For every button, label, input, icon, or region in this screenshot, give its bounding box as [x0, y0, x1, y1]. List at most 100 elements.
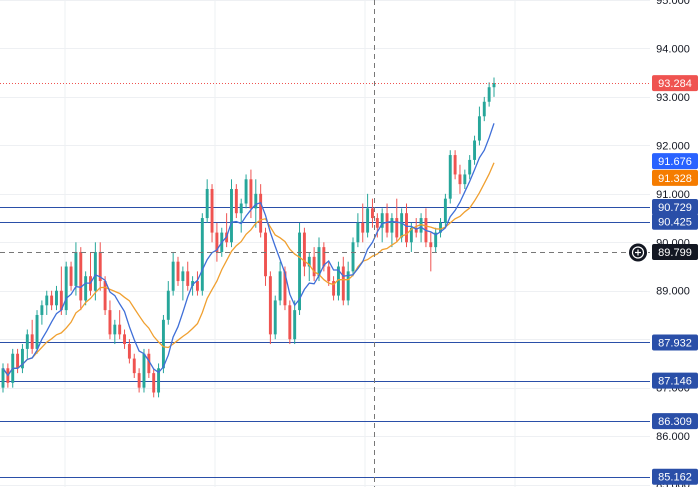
candle-body-12: [59, 290, 63, 311]
candle-body-40: [195, 281, 199, 291]
candle-body-32: [157, 368, 161, 393]
candle-body-24: [118, 324, 122, 335]
candle-body-71: [346, 271, 350, 301]
candle-body-59: [288, 305, 292, 340]
candle-body-10: [50, 295, 54, 306]
candle-body-9: [45, 295, 49, 306]
candle-body-81: [395, 218, 399, 238]
candle-body-3: [16, 353, 20, 369]
y-tick-label-3: 92.000: [656, 140, 690, 152]
candle-body-79: [385, 213, 389, 233]
candle-body-22: [108, 310, 112, 335]
crosshair-plus-icon[interactable]: [629, 243, 647, 262]
candle-body-78: [380, 213, 384, 228]
candle-body-74: [361, 222, 365, 233]
candle-body-58: [283, 271, 287, 306]
candle-body-42: [205, 188, 209, 219]
candle-body-98: [477, 116, 481, 141]
candle-body-0: [1, 368, 5, 388]
candle-body-37: [181, 271, 185, 282]
candle-body-25: [123, 334, 126, 345]
candle-body-7: [35, 314, 39, 349]
candle-body-4: [20, 348, 24, 369]
candle-body-14: [69, 266, 73, 286]
candle-body-51: [249, 179, 253, 209]
candle-body-55: [268, 276, 272, 335]
candle-body-92: [448, 155, 452, 199]
candle-body-33: [161, 319, 165, 369]
level-tag-3-label: 87.146: [658, 376, 692, 388]
level-tag-0-label: 90.729: [658, 202, 692, 214]
candle-body-97: [473, 140, 477, 160]
candle-body-84: [409, 227, 413, 243]
candle-body-89: [434, 232, 438, 248]
moving-averages: [2, 123, 495, 377]
candle-body-8: [40, 305, 44, 315]
level-tag-4-label: 86.309: [658, 416, 692, 428]
candle-body-30: [147, 353, 151, 374]
candle-body-34: [166, 290, 170, 320]
slow-ma-line: [2, 162, 495, 377]
candle-body-35: [171, 261, 175, 291]
candle-body-94: [458, 174, 462, 185]
candle-body-13: [64, 266, 68, 311]
candle-body-19: [93, 251, 97, 291]
candle-body-16: [79, 251, 83, 301]
candle-body-54: [264, 232, 267, 277]
candle-body-53: [259, 193, 263, 233]
y-tick-label-6: 89.000: [656, 286, 690, 298]
candle-body-77: [375, 218, 379, 228]
candle-body-31: [152, 373, 156, 393]
price-tags: 90.729 90.425 87.932 87.146 86.309 85.162 93.2…: [652, 75, 698, 485]
candle-body-39: [191, 281, 195, 286]
level-tag-3-box: [652, 372, 698, 389]
y-tick-label-4: 91.000: [656, 189, 690, 201]
candle-body-11: [55, 290, 58, 306]
candle-body-29: [142, 353, 146, 388]
candle-body-20: [98, 251, 102, 282]
fast-ma-line: [2, 123, 495, 377]
candle-body-91: [443, 198, 447, 223]
candle-body-100: [487, 87, 491, 102]
candle-body-44: [215, 232, 219, 252]
y-tick-label-9: 86.000: [656, 431, 690, 443]
candle-body-6: [30, 334, 34, 349]
candle-body-63: [307, 256, 311, 267]
candle-body-99: [482, 101, 486, 117]
candle-body-82: [400, 213, 404, 238]
candle-body-47: [230, 188, 233, 243]
price-tag-3-label: 89.799: [658, 247, 692, 259]
candle-body-41: [200, 218, 204, 291]
level-tag-5-box: [652, 468, 698, 485]
price-tag-3-box: [652, 244, 698, 261]
candle-body-85: [414, 227, 418, 233]
y-tick-label-2: 93.000: [656, 92, 690, 104]
level-tag-2-box: [652, 334, 698, 351]
candle-body-73: [356, 222, 360, 243]
candle-body-62: [302, 232, 306, 267]
level-tag-5-label: 85.162: [658, 472, 692, 484]
price-tag-1-box: [652, 153, 698, 170]
candle-body-38: [186, 271, 190, 286]
crosshair: [0, 0, 650, 487]
candle-body-26: [127, 344, 131, 359]
candle-body-43: [210, 188, 214, 233]
y-tick-label-1: 94.000: [656, 43, 690, 55]
price-tag-0-box: [652, 75, 698, 92]
level-tag-1-box: [652, 213, 698, 230]
candle-body-36: [176, 261, 180, 282]
chart-grid: [0, 0, 650, 487]
level-tag-0-box: [652, 198, 698, 215]
candle-body-21: [103, 281, 107, 311]
candle-body-57: [278, 271, 282, 301]
candle-body-95: [463, 174, 467, 185]
candle-body-101: [492, 83, 496, 88]
candle-body-90: [439, 222, 442, 233]
candle-body-23: [113, 324, 117, 335]
candle-body-56: [273, 300, 277, 335]
candle-body-96: [468, 159, 472, 175]
level-tag-2-label: 87.932: [658, 337, 692, 349]
candle-body-48: [234, 188, 238, 214]
